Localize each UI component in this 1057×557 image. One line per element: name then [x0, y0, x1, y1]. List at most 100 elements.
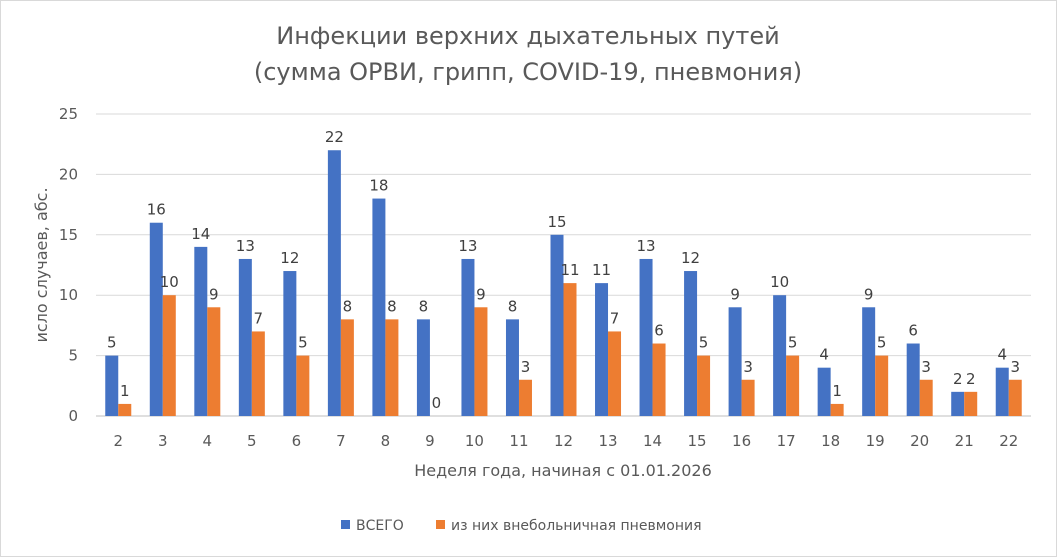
x-tick-label: 2: [113, 432, 123, 450]
bar-total: [416, 319, 430, 416]
bar-total: [906, 343, 920, 416]
data-label-total: 11: [592, 261, 611, 279]
bar-total: [550, 234, 564, 416]
legend-swatch-pneumonia: [436, 520, 445, 529]
data-label-total: 2: [953, 370, 963, 388]
x-tick-label: 12: [554, 432, 573, 450]
chart-title-line2: (сумма ОРВИ, грипп, COVID-19, пневмония): [254, 58, 802, 86]
x-tick-label: 10: [465, 432, 484, 450]
x-tick-label: 9: [425, 432, 435, 450]
data-label-pneumonia: 11: [560, 261, 579, 279]
data-label-pneumonia: 5: [877, 334, 887, 352]
bar-total: [995, 367, 1009, 416]
data-label-pneumonia: 7: [610, 309, 620, 327]
bar-total: [372, 198, 386, 416]
x-tick-label: 22: [999, 432, 1018, 450]
data-label-total: 9: [730, 285, 740, 303]
data-label-total: 12: [280, 249, 299, 267]
bar-pneumonia: [786, 355, 800, 416]
data-label-total: 8: [508, 297, 518, 315]
x-tick-label: 15: [688, 432, 707, 450]
x-tick-label: 17: [777, 432, 796, 450]
bar-total: [773, 295, 787, 416]
data-label-pneumonia: 8: [387, 297, 397, 315]
data-label-pneumonia: 1: [832, 382, 842, 400]
x-tick-label: 3: [158, 432, 168, 450]
x-axis-ticks: 2 3 4 5 6 7 8 9 10 11 12 13 14 15 16 17 18 19 20 21 22: [113, 432, 1018, 450]
data-label-total: 4: [997, 346, 1007, 364]
x-tick-label: 11: [509, 432, 528, 450]
bar-pneumonia: [118, 403, 132, 416]
data-label-total: 13: [458, 237, 477, 255]
bar-total: [684, 271, 698, 416]
data-label-total: 18: [369, 177, 388, 195]
bar-pneumonia: [652, 343, 666, 416]
y-tick-label: 20: [59, 165, 78, 183]
bar-pneumonia: [1008, 379, 1022, 416]
data-label-pneumonia: 3: [921, 358, 931, 376]
legend-label-total: ВСЕГО: [356, 518, 404, 534]
x-tick-label: 18: [821, 432, 840, 450]
y-tick-label: 25: [59, 105, 78, 123]
y-axis-label: исло случаев, абс.: [32, 187, 51, 342]
bar-total: [505, 319, 519, 416]
data-label-pneumonia: 3: [521, 358, 531, 376]
bar-pneumonia: [697, 355, 711, 416]
data-label-pneumonia: 6: [654, 322, 664, 340]
bar-pneumonia: [563, 283, 577, 416]
data-label-total: 13: [637, 237, 656, 255]
data-label-pneumonia: 1: [120, 382, 130, 400]
legend-swatch-total: [341, 520, 350, 529]
bar-pneumonia: [340, 319, 354, 416]
bar-pneumonia: [207, 307, 221, 416]
x-tick-label: 8: [381, 432, 391, 450]
bar-total: [951, 391, 965, 416]
data-label-total: 10: [770, 273, 789, 291]
bar-total: [238, 258, 252, 416]
x-tick-label: 16: [732, 432, 751, 450]
x-tick-label: 7: [336, 432, 346, 450]
bar-total: [283, 271, 297, 416]
y-tick-label: 5: [68, 347, 78, 365]
x-tick-label: 21: [955, 432, 974, 450]
data-label-pneumonia: 7: [254, 309, 264, 327]
bar-total: [639, 258, 653, 416]
legend-label-pneumonia: из них внебольничная пневмония: [451, 518, 702, 534]
x-tick-label: 14: [643, 432, 662, 450]
bar-total: [105, 355, 119, 416]
data-label-pneumonia: 5: [788, 334, 798, 352]
data-label-pneumonia: 3: [743, 358, 753, 376]
data-label-total: 13: [236, 237, 255, 255]
data-label-total: 9: [864, 285, 874, 303]
bar-total: [595, 283, 609, 416]
bar-total: [149, 222, 163, 416]
x-tick-label: 5: [247, 432, 257, 450]
data-label-total: 15: [547, 213, 566, 231]
bar-pneumonia: [474, 307, 488, 416]
bar-pneumonia: [608, 331, 622, 416]
data-label-total: 16: [147, 201, 166, 219]
y-tick-label: 15: [59, 226, 78, 244]
chart-title-line1: Инфекции верхних дыхательных путей: [276, 22, 779, 50]
bar-total: [194, 246, 208, 416]
data-label-pneumonia: 9: [209, 285, 219, 303]
data-label-total: 5: [107, 334, 117, 352]
x-tick-label: 6: [292, 432, 302, 450]
data-label-pneumonia: 3: [1010, 358, 1020, 376]
y-tick-label: 10: [59, 286, 78, 304]
data-label-total: 14: [191, 225, 210, 243]
x-tick-label: 19: [866, 432, 885, 450]
bar-pneumonia: [875, 355, 889, 416]
x-tick-label: 20: [910, 432, 929, 450]
data-label-total: 8: [419, 297, 429, 315]
bar-total: [327, 150, 341, 417]
data-label-pneumonia: 5: [699, 334, 709, 352]
data-label-pneumonia: 5: [298, 334, 308, 352]
data-label-pneumonia: 10: [160, 273, 179, 291]
data-label-pneumonia: 0: [432, 394, 442, 412]
bar-pneumonia: [296, 355, 310, 416]
legend: ВСЕГО из них внебольничная пневмония: [341, 518, 702, 534]
data-label-total: 4: [819, 346, 829, 364]
